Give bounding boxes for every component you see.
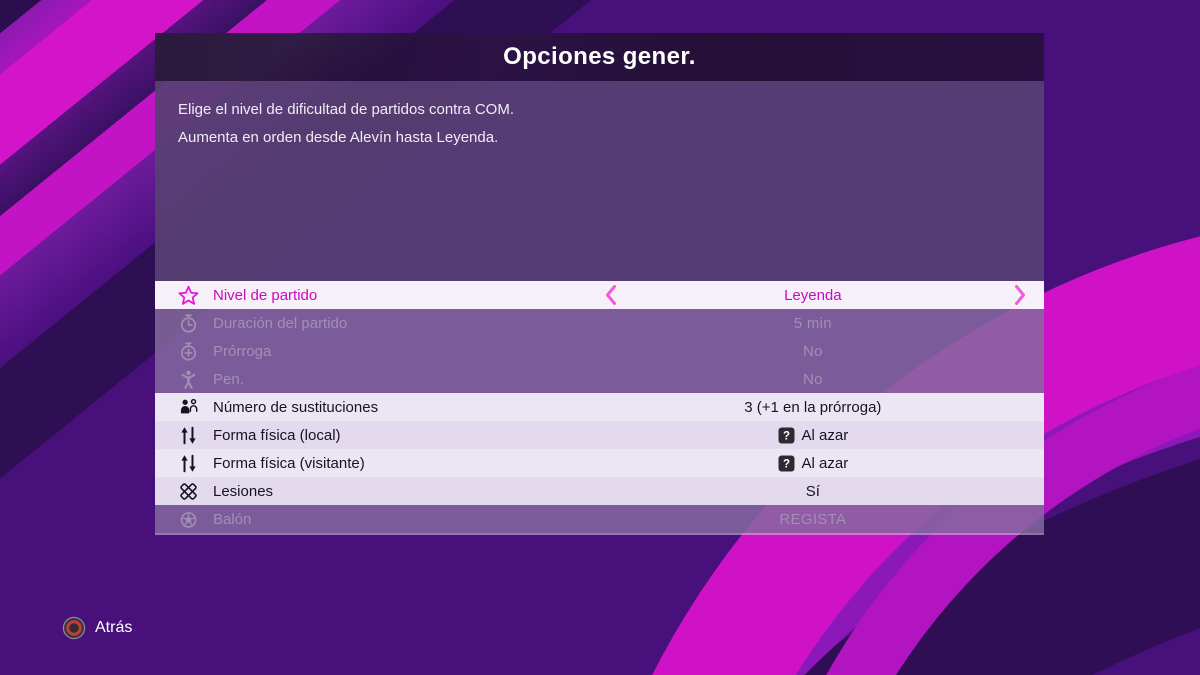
updown-arrows-icon: [178, 453, 199, 474]
setting-value-text: 5 min: [793, 314, 832, 332]
setting-row[interactable]: Lesiones Sí: [155, 477, 1044, 505]
setting-label: Pen.: [213, 370, 244, 388]
stopwatch-plus-icon: [178, 341, 199, 362]
page-title-bar: Opciones gener.: [155, 33, 1044, 81]
description-line-1: Elige el nivel de dificultad de partidos…: [178, 101, 515, 118]
prev-value-arrow-icon[interactable]: [604, 284, 618, 306]
setting-value-text: Al azar: [801, 454, 849, 472]
setting-label: Nivel de partido: [213, 286, 318, 304]
setting-value-text: No: [802, 342, 823, 360]
svg-text:?: ?: [782, 430, 789, 442]
setting-value: Leyenda: [617, 287, 1008, 304]
star-icon: [178, 285, 199, 306]
back-button[interactable]: Atrás: [62, 615, 132, 641]
setting-value-text: 3 (+1 en la prórroga): [744, 398, 882, 416]
updown-arrows-icon: [178, 425, 199, 446]
setting-row[interactable]: Balón REGISTA: [155, 505, 1044, 533]
substitution-icon: [178, 397, 199, 418]
setting-value: No: [617, 371, 1008, 388]
goalkeeper-icon: [178, 369, 199, 390]
setting-label: Forma física (visitante): [213, 454, 365, 472]
setting-label: Lesiones: [213, 482, 274, 500]
setting-label: Número de sustituciones: [213, 398, 379, 416]
setting-row[interactable]: Prórroga No: [155, 337, 1044, 365]
setting-value-text: Al azar: [801, 426, 849, 444]
options-panel: Opciones gener. Elige el nivel de dificu…: [155, 33, 1044, 535]
question-icon: ?: [778, 427, 795, 444]
description-line-2: Aumenta en orden desde Alevín hasta Leye…: [178, 129, 499, 146]
circle-button-icon: [62, 616, 86, 640]
injuries-icon: [178, 481, 199, 502]
back-button-label: Atrás: [95, 619, 133, 636]
setting-row[interactable]: Duración del partido 5 min: [155, 309, 1044, 337]
setting-value-text: Leyenda: [784, 286, 842, 304]
setting-value: 5 min: [617, 315, 1008, 332]
setting-row[interactable]: Forma física (visitante) ? Al azar: [155, 449, 1044, 477]
setting-label: Balón: [213, 510, 252, 528]
setting-value: 3 (+1 en la prórroga): [617, 399, 1008, 416]
page-title: Opciones gener.: [503, 43, 696, 70]
setting-value: ? Al azar: [617, 427, 1008, 444]
setting-value: ? Al azar: [617, 455, 1008, 472]
question-icon: ?: [778, 455, 795, 472]
setting-row[interactable]: Pen. No: [155, 365, 1044, 393]
svg-text:?: ?: [782, 458, 789, 470]
setting-row[interactable]: Número de sustituciones 3 (+1 en la prór…: [155, 393, 1044, 421]
next-value-arrow-icon[interactable]: [1013, 284, 1027, 306]
setting-value: REGISTA: [617, 511, 1008, 528]
setting-description: Elige el nivel de dificultad de partidos…: [155, 81, 1044, 281]
stopwatch-icon: [178, 313, 199, 334]
setting-label: Prórroga: [213, 342, 272, 360]
setting-value-text: REGISTA: [779, 510, 847, 528]
ball-icon: [178, 509, 199, 530]
setting-value: Sí: [617, 483, 1008, 500]
setting-value-text: No: [802, 370, 823, 388]
setting-value-text: Sí: [805, 482, 820, 500]
setting-label: Forma física (local): [213, 426, 341, 444]
settings-list: Nivel de partido Leyenda Duración del pa…: [155, 281, 1044, 535]
setting-row[interactable]: Nivel de partido Leyenda: [155, 281, 1044, 309]
setting-value: No: [617, 343, 1008, 360]
setting-label: Duración del partido: [213, 314, 348, 332]
setting-row[interactable]: Forma física (local) ? Al azar: [155, 421, 1044, 449]
